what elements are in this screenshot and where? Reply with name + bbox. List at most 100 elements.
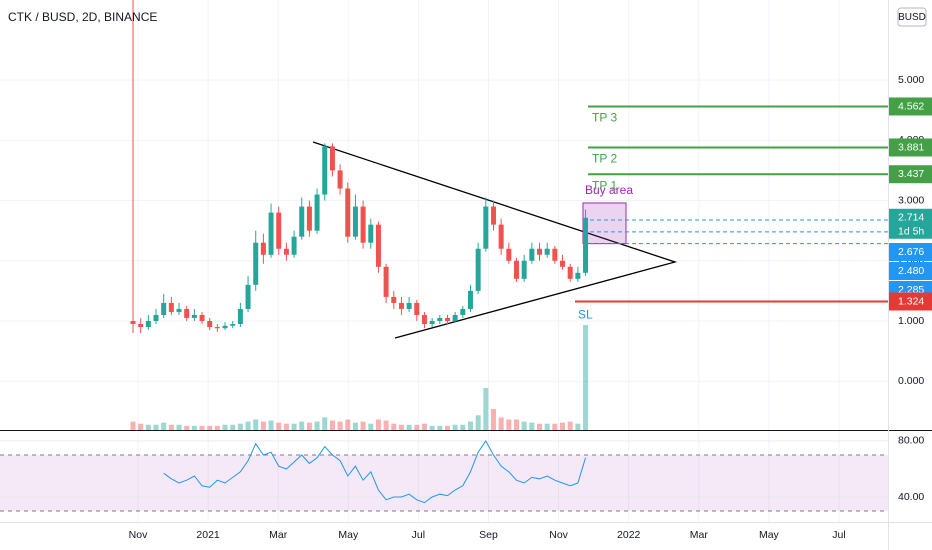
price-label-box — [889, 97, 932, 116]
candle-body — [352, 206, 358, 237]
volume-bar — [490, 409, 496, 430]
volume-bar — [314, 421, 320, 430]
volume-bar — [537, 423, 543, 430]
candle-body — [437, 317, 443, 321]
candle-body — [161, 302, 167, 315]
volume-bar — [575, 423, 581, 430]
candle-body — [360, 206, 366, 243]
volume-bar — [452, 424, 458, 430]
currency-box[interactable] — [897, 7, 927, 27]
level-name: SL — [578, 308, 593, 322]
candle-body — [214, 327, 220, 329]
volume-bar — [583, 325, 589, 430]
candle-body — [230, 324, 236, 326]
x-tick-label: Jul — [832, 529, 845, 541]
y-tick-label: 3.000 — [898, 194, 924, 206]
candle-body — [537, 248, 543, 255]
currency[interactable]: BUSD — [898, 12, 926, 23]
candle-body — [184, 308, 190, 318]
volume-bar — [306, 422, 312, 430]
volume-bar — [237, 423, 243, 430]
volume-bar — [498, 417, 504, 430]
volume-bar — [506, 419, 512, 430]
volume-bar — [214, 425, 220, 430]
volume-bar — [352, 422, 358, 430]
candle-body — [544, 248, 550, 255]
candle-body — [245, 284, 251, 309]
volume-bar — [368, 423, 374, 430]
candle-body — [498, 224, 504, 249]
x-tick-label: 2021 — [196, 529, 220, 541]
candle-body — [406, 302, 412, 309]
candle-body — [429, 320, 435, 325]
candle-body — [514, 260, 519, 279]
volume-bar — [176, 424, 182, 430]
volume-bar — [329, 420, 335, 430]
candle-body — [130, 320, 136, 325]
candle-body — [567, 266, 573, 279]
x-tick-label: Mar — [690, 529, 709, 541]
candle-body — [414, 302, 420, 315]
x-tick-label: Nov — [129, 529, 148, 541]
candle-body — [375, 224, 381, 267]
price-label: 3.881 — [898, 141, 924, 153]
countdown: 1d 5h — [898, 226, 924, 238]
candle-body — [168, 302, 174, 312]
volume-bar — [276, 422, 282, 430]
rsi-band — [0, 454, 888, 512]
price-label-box — [889, 208, 932, 239]
price-label: 2.480 — [898, 265, 924, 277]
y-tick-label: 1.000 — [898, 315, 924, 327]
volume-bar — [260, 421, 266, 430]
chart-title: CTK / BUSD, 2D, BINANCE — [8, 10, 157, 24]
volume-bar — [138, 423, 144, 430]
buy-area-label: Buy area — [585, 183, 633, 197]
volume-bar — [460, 424, 466, 430]
candle-body — [283, 248, 289, 255]
candle-body — [490, 206, 496, 225]
volume-bar — [322, 417, 328, 430]
x-tick-label: May — [338, 529, 359, 541]
triangle-drawing — [312, 141, 678, 339]
candle-body — [153, 314, 159, 321]
y-tick-label: 5.000 — [898, 74, 924, 86]
x-tick-label: Sep — [479, 529, 498, 541]
candle-body — [345, 188, 351, 237]
volume-bar — [406, 424, 412, 430]
volume-bar — [207, 425, 213, 430]
volume-bar — [291, 423, 297, 430]
price-label-box — [889, 165, 932, 184]
y-tick-label: 40.00 — [898, 491, 924, 503]
candle-body — [268, 212, 274, 255]
candle-body — [506, 248, 512, 261]
x-tick-label: 2022 — [617, 529, 641, 541]
volume-bar — [437, 425, 443, 430]
candle-body — [521, 260, 527, 279]
volume-bar — [467, 421, 473, 430]
volume-bar — [444, 425, 450, 430]
candle-body — [329, 146, 335, 171]
volume-bar — [153, 424, 159, 430]
volume-bar — [184, 425, 190, 430]
volume-bar — [544, 423, 550, 430]
candle-body — [199, 314, 205, 321]
candle-body — [314, 194, 320, 231]
x-tick-label: May — [759, 529, 780, 541]
volume-bar — [375, 419, 381, 430]
candle-body — [583, 217, 589, 273]
candle-body — [276, 212, 282, 249]
candle-body — [260, 242, 266, 255]
volume-bar — [521, 421, 527, 430]
candle-body — [444, 317, 450, 321]
y-tick-label: 80.00 — [898, 435, 924, 447]
volume-bar — [283, 423, 289, 430]
buy-area — [582, 202, 627, 245]
volume-bar — [383, 420, 389, 430]
level-name: TP 3 — [592, 111, 617, 125]
candle-body — [575, 272, 581, 279]
candle-body — [322, 146, 328, 195]
candle-body — [383, 266, 389, 297]
volume-bar — [337, 421, 343, 430]
candle-body — [191, 314, 197, 318]
